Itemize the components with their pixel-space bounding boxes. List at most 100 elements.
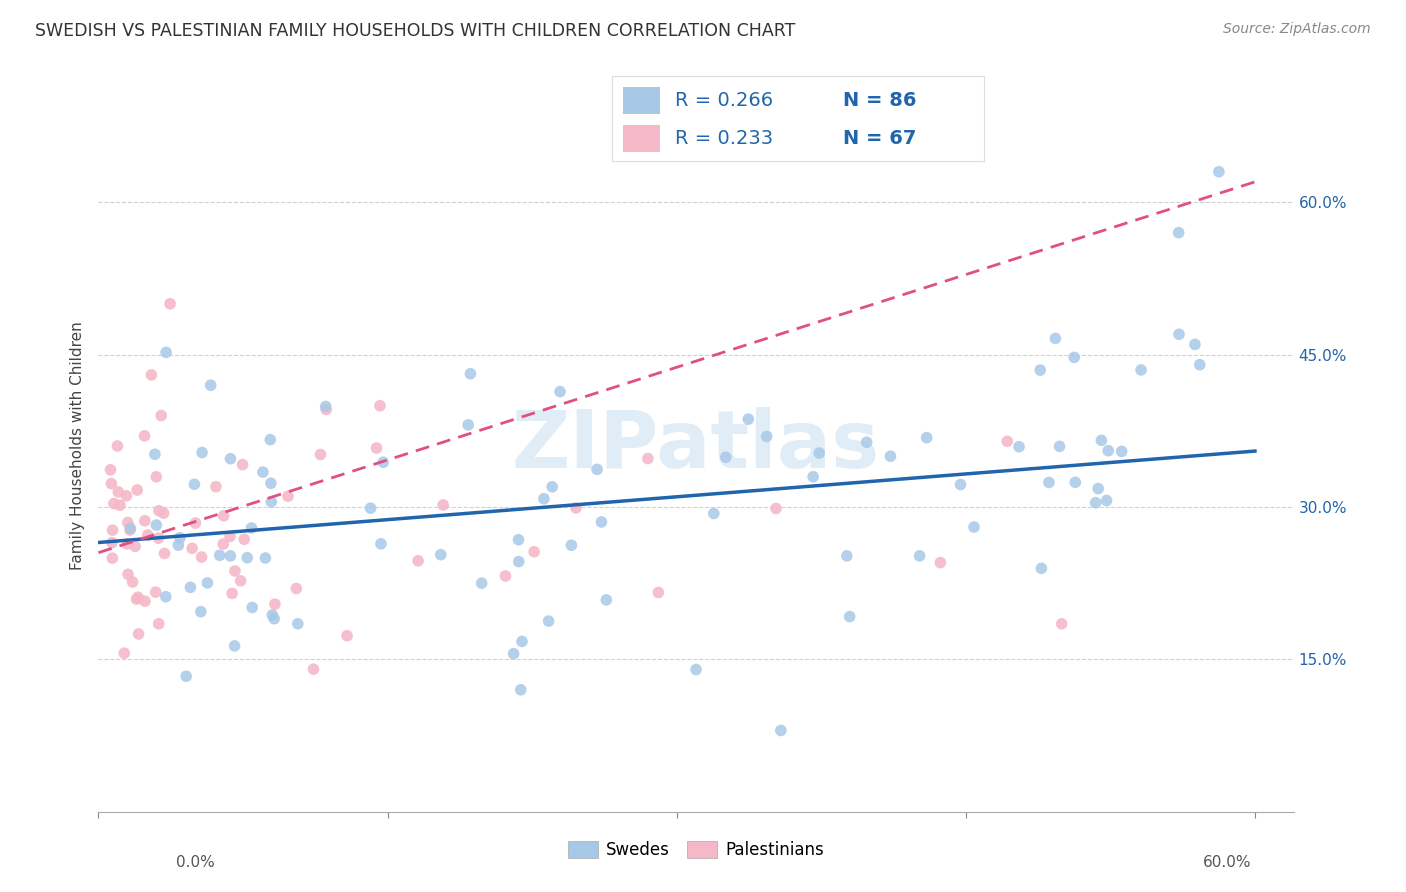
Swedes	[769, 723, 792, 738]
Text: Source: ZipAtlas.com: Source: ZipAtlas.com	[1223, 22, 1371, 37]
Palestinians	[128, 627, 150, 641]
Text: N = 67: N = 67	[842, 129, 915, 148]
Text: 60.0%: 60.0%	[1204, 855, 1251, 870]
Palestinians	[406, 554, 429, 568]
Palestinians	[150, 409, 173, 423]
Swedes	[1038, 475, 1060, 490]
Swedes	[560, 538, 582, 552]
Palestinians	[285, 582, 308, 596]
Swedes	[879, 449, 901, 463]
Swedes	[259, 433, 281, 447]
Palestinians	[159, 297, 181, 311]
Swedes	[373, 455, 395, 469]
Palestinians	[153, 546, 176, 560]
Swedes	[471, 576, 494, 591]
Swedes	[1087, 482, 1109, 496]
Palestinians	[221, 586, 243, 600]
Swedes	[240, 521, 263, 535]
Palestinians	[929, 556, 952, 570]
Palestinians	[103, 496, 125, 510]
Swedes	[167, 538, 190, 552]
Palestinians	[115, 537, 138, 551]
Swedes	[190, 605, 212, 619]
Swedes	[586, 462, 609, 476]
Swedes	[191, 445, 214, 459]
Palestinians	[134, 514, 156, 528]
Swedes	[1063, 351, 1085, 365]
Swedes	[835, 549, 858, 563]
Palestinians	[107, 439, 129, 453]
Swedes	[703, 507, 725, 521]
Text: 0.0%: 0.0%	[176, 855, 215, 870]
Swedes	[1095, 493, 1118, 508]
Swedes	[502, 647, 524, 661]
Palestinians	[302, 662, 325, 676]
Swedes	[537, 614, 560, 628]
Palestinians	[127, 591, 149, 605]
Swedes	[1111, 444, 1133, 458]
Swedes	[808, 446, 831, 460]
Swedes	[1084, 496, 1107, 510]
Swedes	[1168, 327, 1191, 342]
Swedes	[533, 491, 555, 506]
Swedes	[755, 429, 778, 443]
Palestinians	[647, 585, 669, 599]
Swedes	[1008, 440, 1031, 454]
Palestinians	[134, 429, 156, 443]
Palestinians	[432, 498, 454, 512]
Palestinians	[148, 616, 170, 631]
Swedes	[908, 549, 931, 563]
Swedes	[197, 575, 219, 590]
Palestinians	[100, 476, 122, 491]
Swedes	[595, 592, 617, 607]
Palestinians	[1050, 616, 1073, 631]
Swedes	[183, 477, 205, 491]
Palestinians	[108, 498, 131, 512]
Palestinians	[277, 489, 299, 503]
Swedes	[963, 520, 986, 534]
Swedes	[714, 450, 737, 465]
Swedes	[254, 551, 277, 566]
Palestinians	[148, 531, 170, 545]
Swedes	[1097, 443, 1119, 458]
Y-axis label: Family Households with Children: Family Households with Children	[69, 322, 84, 570]
Swedes	[1188, 358, 1211, 372]
Text: SWEDISH VS PALESTINIAN FAMILY HOUSEHOLDS WITH CHILDREN CORRELATION CHART: SWEDISH VS PALESTINIAN FAMILY HOUSEHOLDS…	[35, 22, 796, 40]
Swedes	[1031, 561, 1053, 575]
Palestinians	[229, 574, 252, 588]
Swedes	[120, 521, 142, 535]
Text: R = 0.233: R = 0.233	[675, 129, 773, 148]
Swedes	[287, 616, 309, 631]
Palestinians	[637, 451, 659, 466]
Swedes	[838, 609, 860, 624]
Palestinians	[117, 567, 139, 582]
Swedes	[208, 549, 231, 563]
Swedes	[370, 537, 392, 551]
Swedes	[801, 469, 824, 483]
Swedes	[155, 345, 177, 359]
Palestinians	[125, 592, 148, 607]
Text: R = 0.266: R = 0.266	[675, 91, 773, 110]
Palestinians	[136, 528, 159, 542]
Palestinians	[224, 564, 246, 578]
Text: N = 86: N = 86	[842, 91, 917, 110]
Swedes	[169, 531, 191, 545]
Swedes	[855, 435, 877, 450]
Swedes	[508, 533, 530, 547]
Palestinians	[212, 537, 235, 551]
Swedes	[548, 384, 571, 399]
Swedes	[219, 451, 242, 466]
Palestinians	[127, 483, 149, 497]
Swedes	[200, 378, 222, 392]
Swedes	[315, 400, 337, 414]
Swedes	[143, 447, 166, 461]
Swedes	[429, 548, 451, 562]
Swedes	[685, 663, 707, 677]
Swedes	[263, 612, 285, 626]
Palestinians	[152, 506, 174, 520]
Swedes	[1090, 434, 1112, 448]
Swedes	[509, 682, 531, 697]
Swedes	[262, 607, 284, 622]
Swedes	[508, 555, 530, 569]
Swedes	[949, 477, 972, 491]
